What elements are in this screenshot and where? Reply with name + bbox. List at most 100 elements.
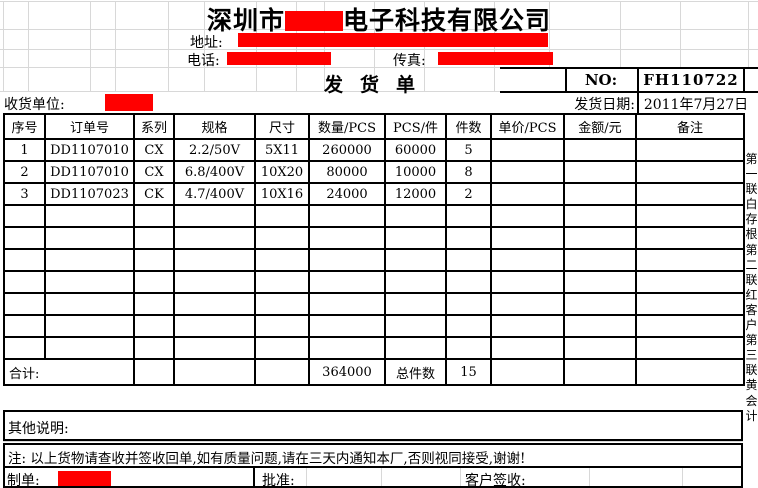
cell <box>173 270 256 294</box>
cell <box>490 138 565 162</box>
gridline <box>168 1 169 91</box>
gridline <box>115 1 116 91</box>
cell: 10X16 <box>254 182 310 206</box>
cell <box>308 226 386 250</box>
company-title: 深圳市 电子科技有限公司 <box>0 1 758 37</box>
table-row: 2 DD1107010 CX 6.8/400V 10X20 80000 1000… <box>3 160 745 184</box>
col-header: 备注 <box>635 113 745 140</box>
no-value: FH110722 <box>643 71 739 89</box>
cell <box>44 336 135 360</box>
ship-date-value: 2011年7月27日 <box>643 97 749 113</box>
company-name-suffix: 电子科技有限公司 <box>343 6 552 35</box>
redaction-maker-signature <box>58 471 111 486</box>
cell <box>384 336 447 360</box>
cell <box>173 314 256 338</box>
gridline <box>0 49 758 50</box>
redaction-company-name <box>285 11 343 31</box>
redaction-address <box>238 33 548 47</box>
cell <box>563 336 637 360</box>
cell: 60000 <box>384 138 447 162</box>
cell <box>635 270 745 294</box>
gridline <box>0 29 758 30</box>
cell <box>384 292 447 316</box>
cell <box>133 204 175 228</box>
cell <box>445 292 492 316</box>
cell <box>254 204 310 228</box>
cell <box>3 248 46 272</box>
cell: 10X20 <box>254 160 310 184</box>
cell <box>44 248 135 272</box>
cell <box>563 204 637 228</box>
gridline <box>682 468 683 486</box>
customer-sign-label: 客户签收: <box>465 473 526 488</box>
cell <box>384 204 447 228</box>
cell <box>254 292 310 316</box>
delivery-table: 序号 订单号 系列 规格 尺寸 数量/PCS PCS/件 件数 单价/PCS 金… <box>3 113 745 386</box>
cell <box>3 292 46 316</box>
cell <box>563 314 637 338</box>
gridline <box>90 1 91 91</box>
border-line <box>500 91 758 93</box>
gridline <box>204 1 205 91</box>
totals-pieces-label: 总件数 <box>384 358 447 386</box>
cell <box>173 292 256 316</box>
cell <box>635 226 745 250</box>
totals-pieces: 15 <box>445 358 492 386</box>
col-header: 尺寸 <box>254 113 310 140</box>
cell <box>445 336 492 360</box>
separator-line <box>253 468 255 488</box>
redaction-fax <box>438 52 553 65</box>
col-header: 序号 <box>3 113 46 140</box>
cell <box>490 182 565 206</box>
cell <box>445 314 492 338</box>
empty-row <box>3 248 745 272</box>
cell <box>173 204 256 228</box>
cell: 2 <box>3 160 46 184</box>
cell <box>133 248 175 272</box>
form-title: 发货单 <box>324 74 433 96</box>
border-line <box>743 68 745 93</box>
cell <box>490 226 565 250</box>
col-header: 订单号 <box>44 113 135 140</box>
address-label: 地址: <box>190 35 223 51</box>
cell: 3 <box>3 182 46 206</box>
cell <box>635 204 745 228</box>
gridline <box>748 1 749 67</box>
cell <box>635 160 745 184</box>
col-header: 数量/PCS <box>308 113 386 140</box>
cell: 10000 <box>384 160 447 184</box>
empty-row <box>3 226 745 250</box>
cell <box>254 270 310 294</box>
cell: 12000 <box>384 182 447 206</box>
cell <box>308 314 386 338</box>
cell: 4.7/400V <box>173 182 256 206</box>
cell <box>44 292 135 316</box>
gridline <box>549 1 550 67</box>
cell <box>563 160 637 184</box>
empty-row <box>3 292 745 316</box>
cell <box>490 204 565 228</box>
empty-row <box>3 336 745 360</box>
cell <box>173 358 256 386</box>
cell <box>254 248 310 272</box>
cell: DD1107010 <box>44 138 135 162</box>
gridline <box>589 468 590 486</box>
gridline <box>620 1 621 67</box>
cell <box>563 182 637 206</box>
col-header: 金额/元 <box>563 113 637 140</box>
cell: 2 <box>445 182 492 206</box>
gridline <box>680 1 681 67</box>
cell: DD1107023 <box>44 182 135 206</box>
cell <box>635 182 745 206</box>
cell <box>445 270 492 294</box>
cell <box>308 336 386 360</box>
cell: DD1107010 <box>44 160 135 184</box>
cell: 5 <box>445 138 492 162</box>
cell <box>445 226 492 250</box>
cell <box>635 292 745 316</box>
company-name-prefix: 深圳市 <box>206 6 285 35</box>
cell <box>490 160 565 184</box>
border-line <box>500 67 758 69</box>
cell <box>44 270 135 294</box>
cell <box>3 270 46 294</box>
